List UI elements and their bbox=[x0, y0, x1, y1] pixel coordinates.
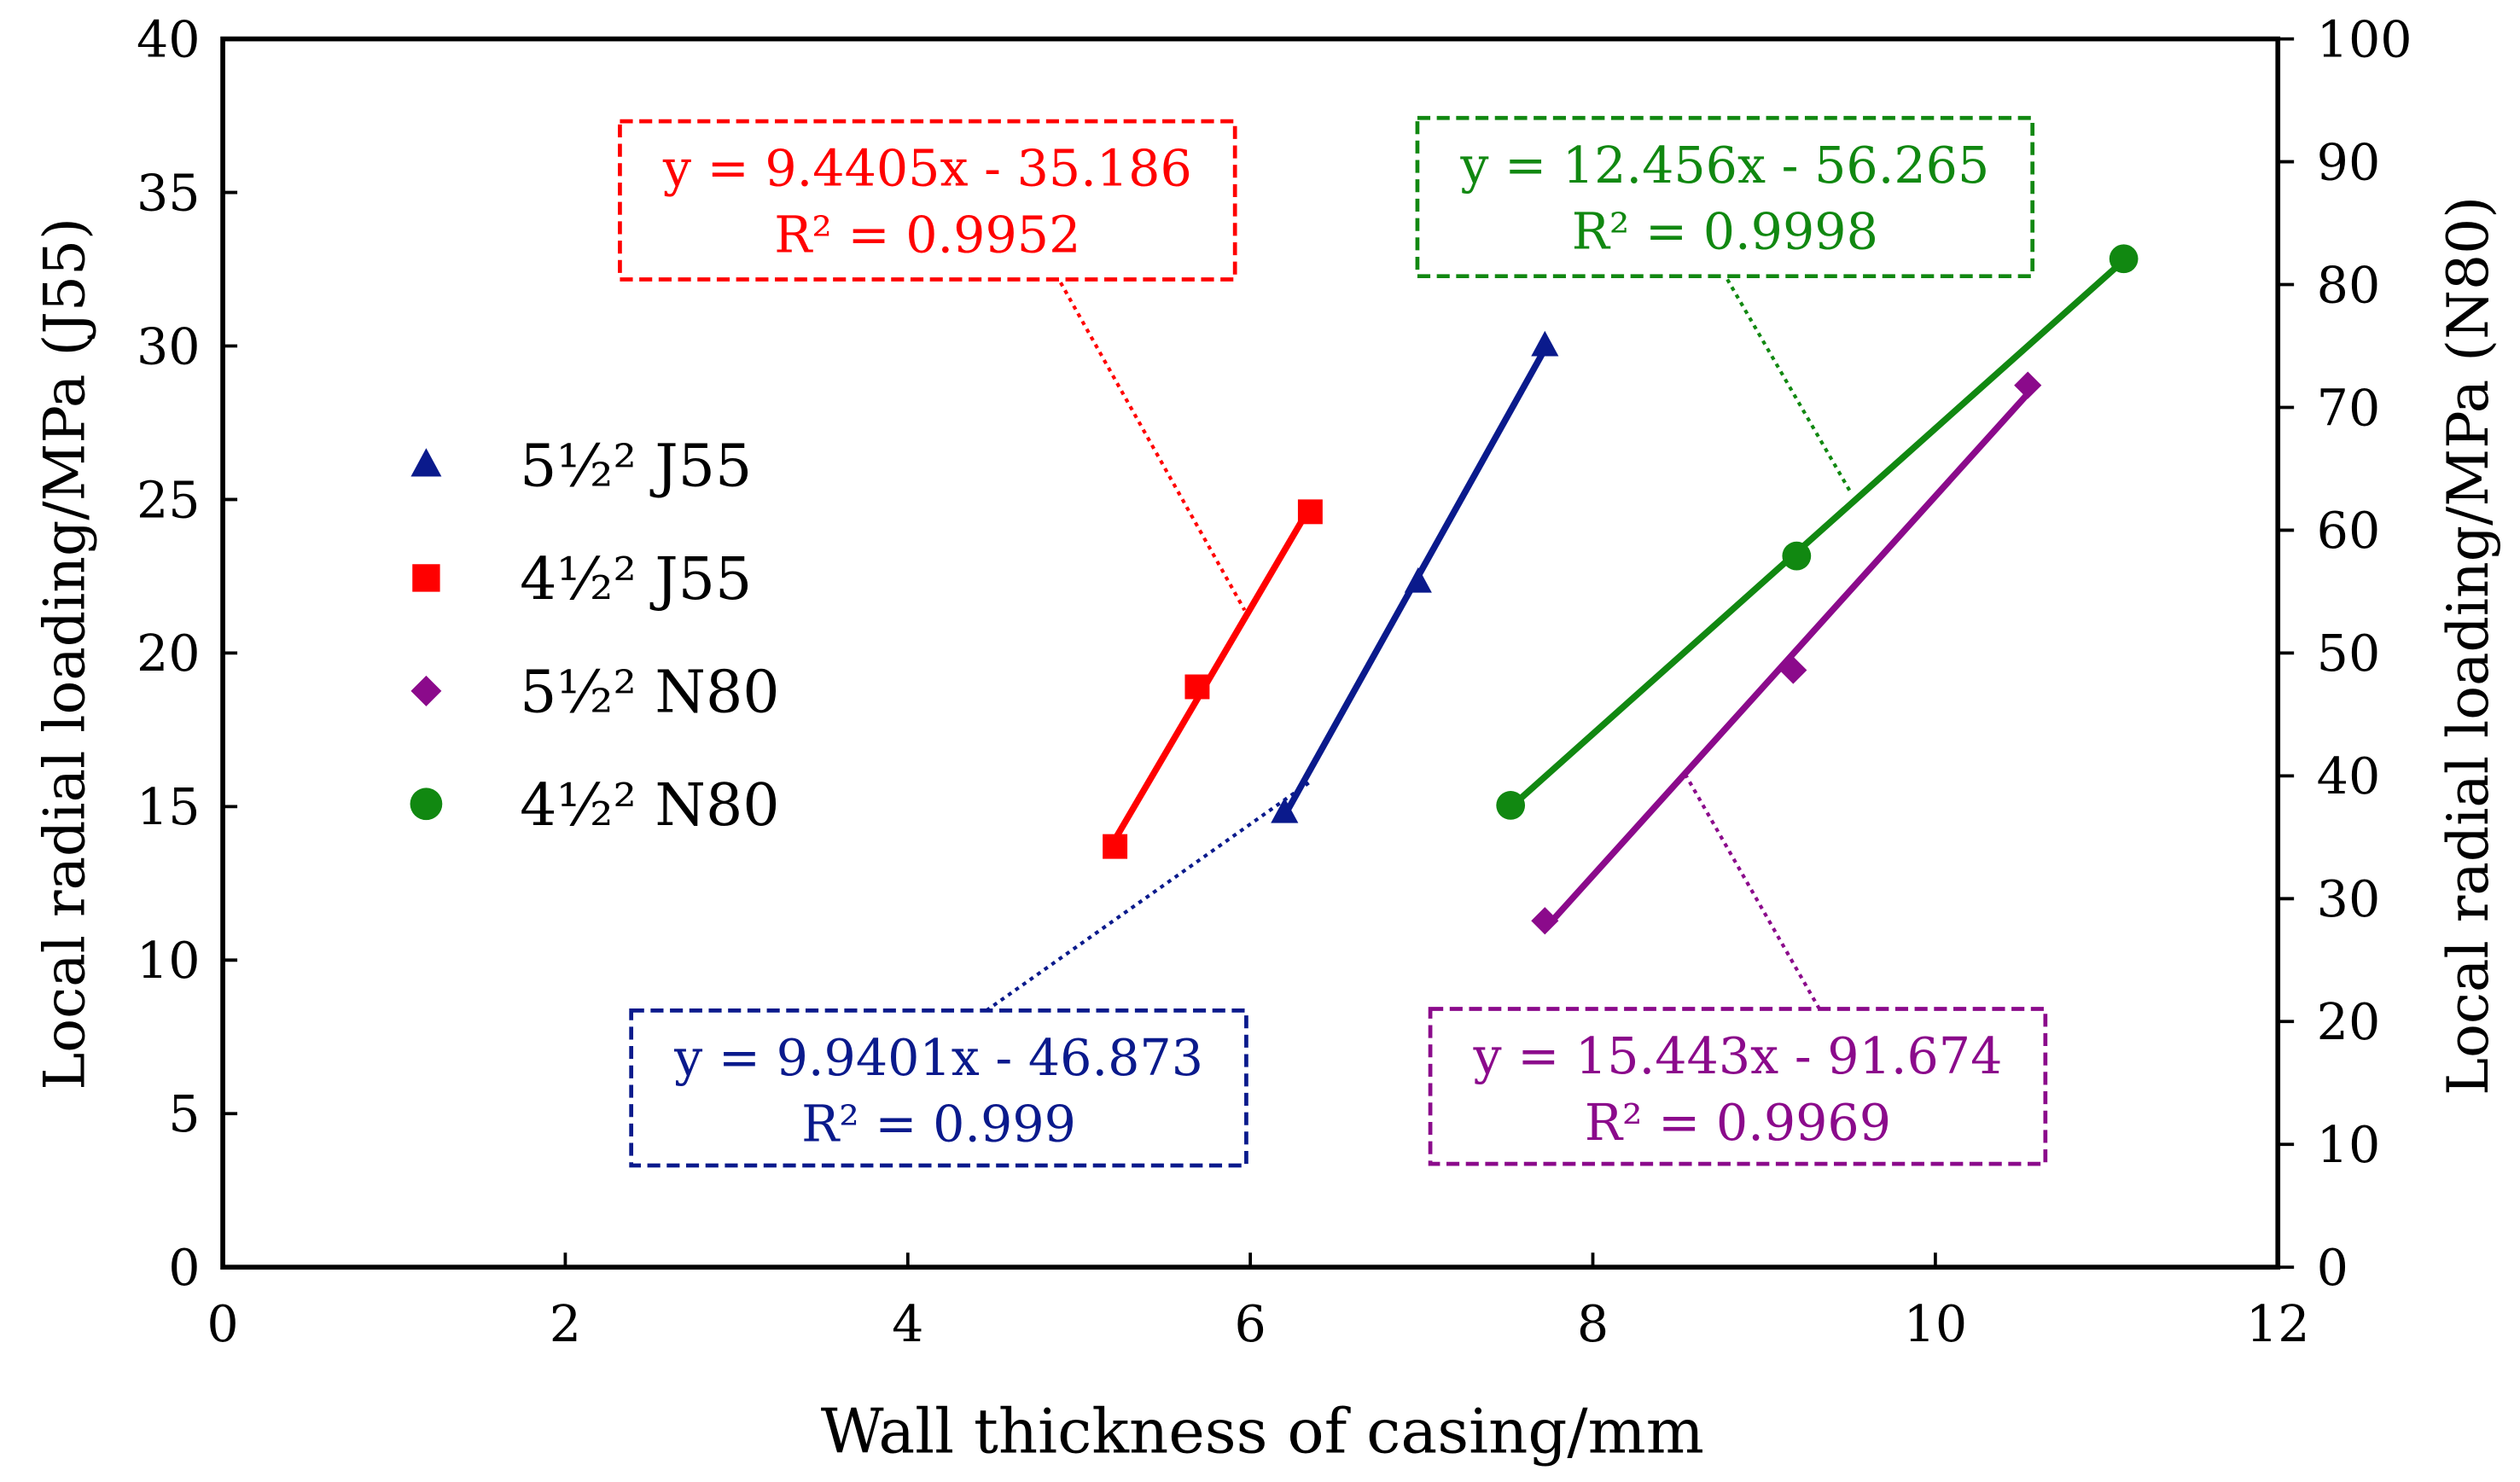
x-tick-label: 6 bbox=[1234, 1295, 1266, 1353]
legend-item: 4½² N80 bbox=[410, 772, 780, 840]
equation-annotation: y = 12.456x - 56.265 R² = 0.9998 bbox=[1415, 115, 2035, 496]
trend-line bbox=[1112, 504, 1313, 841]
y-tick-label: 10 bbox=[137, 932, 201, 990]
y2-tick-label: 50 bbox=[2317, 625, 2381, 683]
legend-marker bbox=[410, 448, 442, 477]
legend-item: 4½² J55 bbox=[412, 546, 752, 613]
regression-equation: y = 9.4405x - 35.186 bbox=[662, 140, 1192, 198]
data-point bbox=[1297, 499, 1323, 525]
y-axis-title-right: Local radial loading/MPa (N80) bbox=[2436, 196, 2501, 1096]
y2-tick-label: 60 bbox=[2317, 502, 2381, 560]
legend-item: 5½² J55 bbox=[410, 433, 752, 501]
leader-line bbox=[985, 780, 1312, 1013]
y2-tick-label: 0 bbox=[2317, 1239, 2348, 1297]
annotations: y = 9.4405x - 35.186 R² = 0.9952 y = 12.45… bbox=[618, 115, 2048, 1168]
equation-annotation: y = 15.443x - 91.674 R² = 0.9969 bbox=[1428, 770, 2048, 1166]
y-axis-title-left: Local radial loading/MPa (J55) bbox=[32, 218, 97, 1090]
trend-line bbox=[1508, 258, 2127, 811]
series-0 bbox=[1271, 330, 1559, 823]
data-point bbox=[2109, 244, 2139, 274]
x-tick-label: 4 bbox=[892, 1295, 923, 1353]
leader-line bbox=[1726, 278, 1854, 496]
leader-line bbox=[1059, 282, 1247, 612]
trend-line bbox=[1542, 391, 2031, 932]
legend-item: 5½² N80 bbox=[410, 659, 780, 726]
y-tick-label: 0 bbox=[168, 1239, 200, 1297]
y2-tick-label: 70 bbox=[2317, 379, 2381, 437]
y2-tick-label: 100 bbox=[2317, 10, 2412, 68]
equation-annotation: y = 9.4405x - 35.186 R² = 0.9952 bbox=[618, 119, 1247, 612]
x-axis-title: Wall thickness of casing/mm bbox=[821, 1396, 1704, 1467]
r-squared: R² = 0.9998 bbox=[1572, 203, 1878, 261]
regression-equation: y = 12.456x - 56.265 bbox=[1459, 137, 1989, 195]
regression-equation: y = 9.9401x - 46.873 bbox=[673, 1029, 1203, 1087]
leader-line bbox=[1682, 770, 1821, 1010]
r-squared: R² = 0.999 bbox=[801, 1096, 1076, 1154]
data-point bbox=[2014, 371, 2042, 399]
y2-tick-label: 20 bbox=[2317, 993, 2381, 1051]
y-tick-label: 5 bbox=[168, 1085, 200, 1143]
y2-tick-label: 10 bbox=[2317, 1116, 2381, 1174]
data-point bbox=[1531, 907, 1559, 935]
y-tick-label: 30 bbox=[137, 317, 201, 375]
x-tick-label: 8 bbox=[1577, 1295, 1609, 1353]
data-point bbox=[1496, 791, 1526, 820]
y-tick-label: 15 bbox=[137, 778, 201, 836]
y-tick-label: 20 bbox=[137, 625, 201, 683]
legend: 5½² J55 4½² J55 5½² N80 4½² N80 bbox=[410, 433, 780, 840]
r-squared: R² = 0.9969 bbox=[1585, 1094, 1891, 1152]
y2-tick-label: 30 bbox=[2317, 870, 2381, 928]
series-layer bbox=[1103, 244, 2139, 935]
legend-marker bbox=[410, 675, 442, 706]
series-3 bbox=[1496, 244, 2139, 820]
data-point bbox=[1184, 674, 1210, 700]
series-1 bbox=[1103, 499, 1323, 859]
annotation-box bbox=[629, 1008, 1248, 1168]
r-squared: R² = 0.9952 bbox=[774, 206, 1080, 264]
y-axis-left: 0 5 10 15 20 25 30 35 40 bbox=[137, 10, 238, 1297]
y-tick-label: 40 bbox=[137, 10, 201, 68]
y-axis-right: 0 10 20 30 40 50 60 70 80 90 100 bbox=[2278, 10, 2412, 1297]
y2-tick-label: 40 bbox=[2317, 747, 2381, 805]
legend-label: 5½² N80 bbox=[520, 659, 780, 726]
y-tick-label: 25 bbox=[137, 471, 201, 529]
x-tick-label: 2 bbox=[550, 1295, 581, 1353]
data-point bbox=[1103, 834, 1128, 859]
y2-tick-label: 80 bbox=[2317, 256, 2381, 314]
annotation-box bbox=[1415, 115, 2035, 279]
legend-label: 4½² N80 bbox=[520, 772, 780, 840]
legend-marker bbox=[410, 787, 443, 821]
data-point bbox=[1271, 797, 1299, 823]
data-point bbox=[1531, 330, 1559, 357]
data-point bbox=[1404, 567, 1432, 593]
annotation-box bbox=[1428, 1007, 2048, 1166]
regression-equation: y = 15.443x - 91.674 bbox=[1472, 1027, 2002, 1085]
x-tick-label: 10 bbox=[1904, 1295, 1968, 1353]
legend-label: 4½² J55 bbox=[520, 546, 752, 613]
legend-label: 5½² J55 bbox=[520, 433, 752, 501]
y-tick-label: 35 bbox=[137, 164, 201, 222]
data-point bbox=[1782, 541, 1812, 571]
annotation-box bbox=[618, 119, 1237, 282]
x-tick-label: 0 bbox=[207, 1295, 238, 1353]
equation-annotation: y = 9.9401x - 46.873 R² = 0.999 bbox=[629, 780, 1312, 1168]
legend-marker bbox=[412, 564, 440, 592]
y2-tick-label: 90 bbox=[2317, 133, 2381, 191]
x-axis: 0 2 4 6 8 10 12 bbox=[207, 1252, 2310, 1353]
x-tick-label: 12 bbox=[2246, 1295, 2310, 1353]
